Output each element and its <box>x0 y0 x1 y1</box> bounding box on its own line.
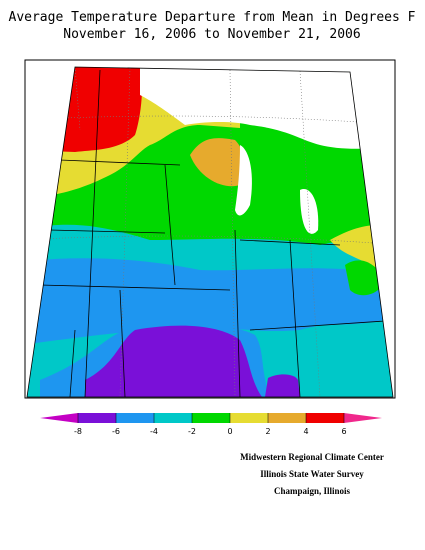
colorbar-tick-label: -2 <box>188 427 196 436</box>
colorbar-end <box>344 413 382 423</box>
colorbar-tick-label: -4 <box>150 427 158 436</box>
colorbar-tick-label: 0 <box>227 427 232 436</box>
title-line: November 16, 2006 to November 21, 2006 <box>63 27 360 42</box>
colorbar-tick-label: 4 <box>303 427 308 436</box>
colorbar-segment <box>154 413 192 423</box>
colorbar-tick-label: -8 <box>74 427 82 436</box>
temperature-map <box>27 67 393 397</box>
colorbar-segment <box>116 413 154 423</box>
colorbar-segment <box>268 413 306 423</box>
colorbar-segment <box>78 413 116 423</box>
colorbar-segment <box>230 413 268 423</box>
colorbar: -8 -6 -4 -2 0 2 4 6 <box>40 413 382 436</box>
credit-line: Illinois State Water Survey <box>260 469 364 479</box>
colorbar-segment <box>192 413 230 423</box>
credit-line: Champaign, Illinois <box>274 486 351 496</box>
colorbar-tick-label: -6 <box>112 427 120 436</box>
credit-line: Midwestern Regional Climate Center <box>240 452 384 462</box>
colorbar-segment <box>306 413 344 423</box>
colorbar-tick-label: 6 <box>341 427 346 436</box>
title-line: Average Temperature Departure from Mean … <box>9 10 416 25</box>
colorbar-end <box>40 413 78 423</box>
colorbar-tick-label: 2 <box>265 427 270 436</box>
